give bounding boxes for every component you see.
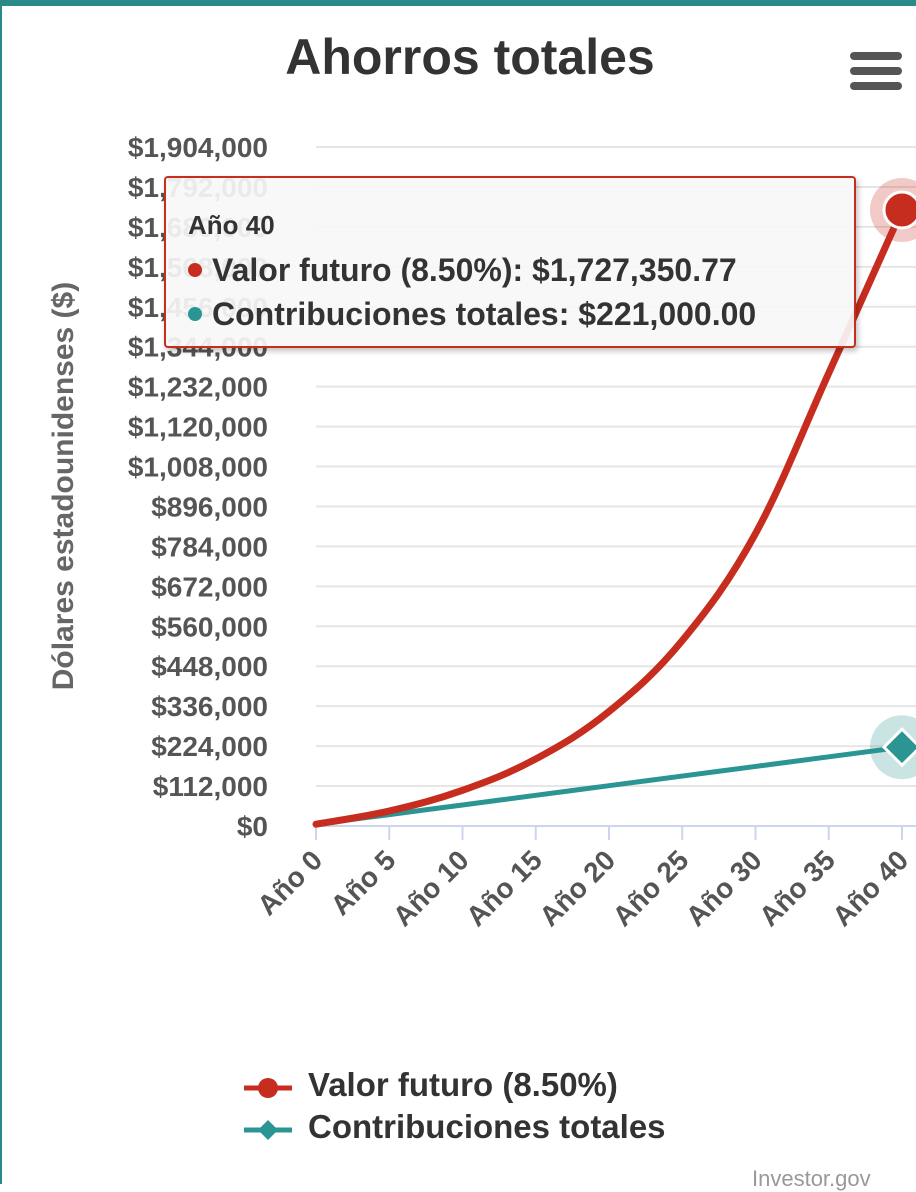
tooltip-label: Contribuciones totales:	[212, 296, 570, 332]
chart-title: Ahorros totales	[285, 29, 655, 85]
tooltip-value: $221,000.00	[578, 296, 757, 332]
x-tick-label: Año 0	[251, 844, 328, 921]
x-tick-label: Año 10	[387, 844, 475, 932]
y-tick-label: $896,000	[151, 491, 268, 522]
legend-symbol-circle	[244, 1078, 292, 1098]
y-tick-label: $672,000	[151, 571, 268, 602]
x-tick-label: Año 40	[826, 844, 914, 932]
y-tick-label: $560,000	[151, 611, 268, 642]
x-tick-label: Año 25	[607, 844, 695, 932]
tooltip-row-contributions: Contribuciones totales: $221,000.00	[188, 296, 756, 333]
x-tick-label: Año 20	[533, 844, 621, 932]
data-point-contributions	[881, 727, 916, 768]
y-tick-label: $1,008,000	[128, 452, 268, 483]
legend-label: Contribuciones totales	[308, 1108, 666, 1145]
y-tick-label: $1,120,000	[128, 412, 268, 443]
tooltip-dot-future-value	[188, 262, 202, 277]
tooltip-label: Valor futuro (8.50%):	[212, 252, 524, 288]
tooltip-row-future-value: Valor futuro (8.50%): $1,727,350.77	[188, 252, 737, 289]
tooltip-dot-contributions	[188, 306, 202, 321]
tooltip-header: Año 40	[188, 210, 275, 240]
y-tick-label: $0	[237, 811, 268, 842]
y-tick-label: $448,000	[151, 651, 268, 682]
y-tick-label: $336,000	[151, 691, 268, 722]
x-tick-label: Año 35	[753, 844, 841, 932]
credits-text[interactable]: Investor.gov	[752, 1166, 871, 1191]
y-tick-label: $784,000	[151, 531, 268, 562]
tooltip: Año 40 Valor futuro (8.50%): $1,727,350.…	[164, 176, 856, 348]
legend-label: Valor futuro (8.50%)	[308, 1066, 618, 1103]
y-tick-label: $112,000	[153, 771, 268, 802]
menu-icon[interactable]	[850, 52, 902, 92]
x-tick-label: Año 15	[460, 844, 548, 932]
series-line-future-value	[312, 206, 906, 828]
y-tick-label: $1,904,000	[128, 132, 268, 163]
y-tick-label: $224,000	[151, 731, 268, 762]
series-line-contributions	[313, 744, 905, 827]
legend-symbol-diamond	[244, 1120, 292, 1140]
y-tick-label: $1,232,000	[128, 372, 268, 403]
tooltip-value: $1,727,350.77	[532, 252, 737, 288]
data-point-future-value	[882, 190, 916, 230]
x-tick-label: Año 30	[680, 844, 768, 932]
